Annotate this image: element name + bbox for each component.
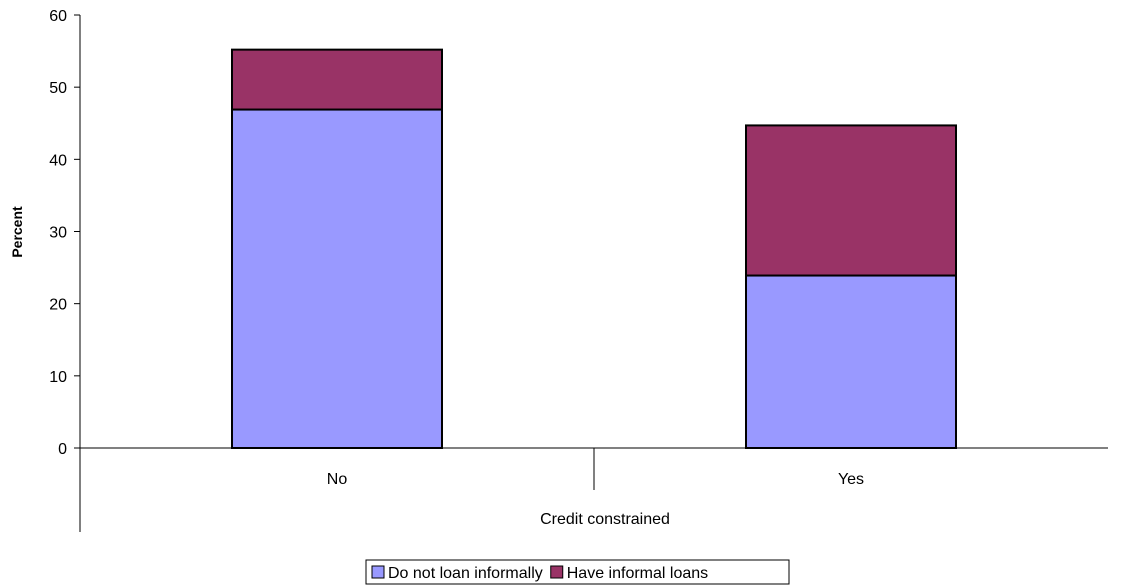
legend-label: Have informal loans [567, 565, 708, 582]
legend: Do not loan informally Have informal loan… [366, 560, 789, 584]
y-tick-label: 40 [49, 152, 67, 169]
y-tick-label: 10 [49, 369, 67, 386]
x-axis-title: Credit constrained [540, 511, 670, 528]
x-tick-label: No [327, 471, 348, 488]
y-tick-label: 20 [49, 297, 67, 314]
bar-segment [232, 110, 442, 448]
y-tick-label: 30 [49, 225, 67, 242]
y-axis: 0 10 20 30 40 50 60 [49, 8, 80, 532]
bar-segment [232, 50, 442, 110]
bars [232, 50, 956, 448]
legend-swatch [551, 566, 563, 578]
bar-segment [746, 276, 956, 448]
legend-swatch [372, 566, 384, 578]
x-axis: No Yes [80, 448, 1108, 490]
y-tick-label: 50 [49, 80, 67, 97]
y-tick-label: 0 [58, 441, 67, 458]
bar-segment [746, 125, 956, 275]
legend-label: Do not loan informally [388, 565, 543, 582]
y-axis-title: Percent [9, 206, 25, 258]
y-tick-label: 60 [49, 8, 67, 25]
x-tick-label: Yes [838, 471, 864, 488]
